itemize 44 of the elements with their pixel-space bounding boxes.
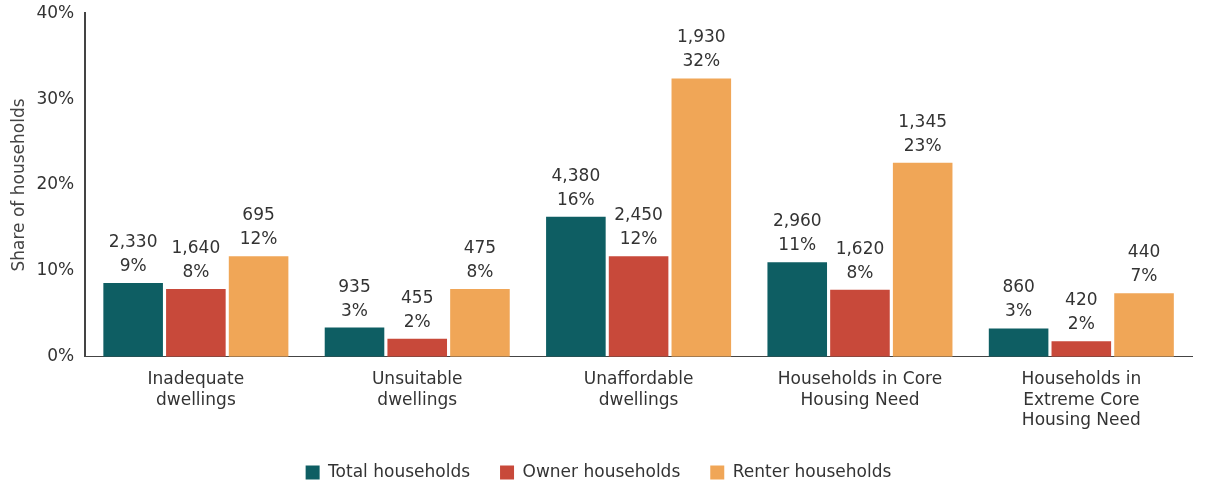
legend-label: Total households (327, 460, 471, 481)
data-label: 2,450 12% (614, 204, 663, 249)
bar (166, 288, 226, 357)
bar (892, 162, 953, 357)
y-tick-label: 30% (36, 87, 75, 108)
bar (830, 289, 890, 357)
data-label: 1,345 23% (898, 110, 948, 155)
bar (324, 327, 385, 357)
data-label: 860 3% (1002, 276, 1035, 321)
data-label: 695 12% (239, 204, 278, 249)
data-label: 935 3% (338, 275, 371, 320)
data-label: 4,380 16% (551, 164, 601, 209)
x-tick-label: Inadequate dwellings (147, 368, 245, 409)
data-label: 1,930 32% (676, 26, 726, 71)
bar (1114, 293, 1174, 357)
bar (988, 328, 1049, 357)
data-label: 1,620 8% (835, 237, 885, 282)
bar (671, 78, 732, 357)
data-label: 455 2% (401, 286, 434, 331)
data-label: 2,330 9% (108, 230, 158, 275)
data-label: 440 7% (1127, 241, 1161, 286)
data-label: 420 2% (1065, 289, 1098, 334)
data-label: 2,960 11% (772, 210, 822, 255)
x-tick-label: Unaffordable dwellings (583, 368, 694, 409)
bar (450, 288, 510, 357)
x-tick-label: Households in Extreme Core Housing Need (1021, 368, 1142, 430)
data-label: 475 8% (463, 236, 497, 281)
legend-label: Renter households (732, 460, 892, 481)
data-label: 1,640 8% (171, 236, 221, 281)
bar (228, 256, 289, 357)
bar (103, 282, 163, 357)
x-tick-label: Unsuitable dwellings (371, 368, 463, 409)
bar (1051, 341, 1112, 357)
y-tick-label: 40% (36, 1, 75, 22)
y-tick-label: 20% (36, 173, 75, 194)
y-tick-label: 10% (36, 259, 75, 280)
bar (387, 338, 448, 357)
bar (767, 262, 828, 357)
y-axis-title: Share of households (7, 98, 28, 272)
bar (608, 256, 669, 357)
legend-label: Owner households (522, 460, 681, 481)
bar (546, 216, 606, 357)
x-tick-label: Households in Core Housing Need (777, 368, 943, 409)
y-tick-label: 0% (47, 345, 75, 366)
